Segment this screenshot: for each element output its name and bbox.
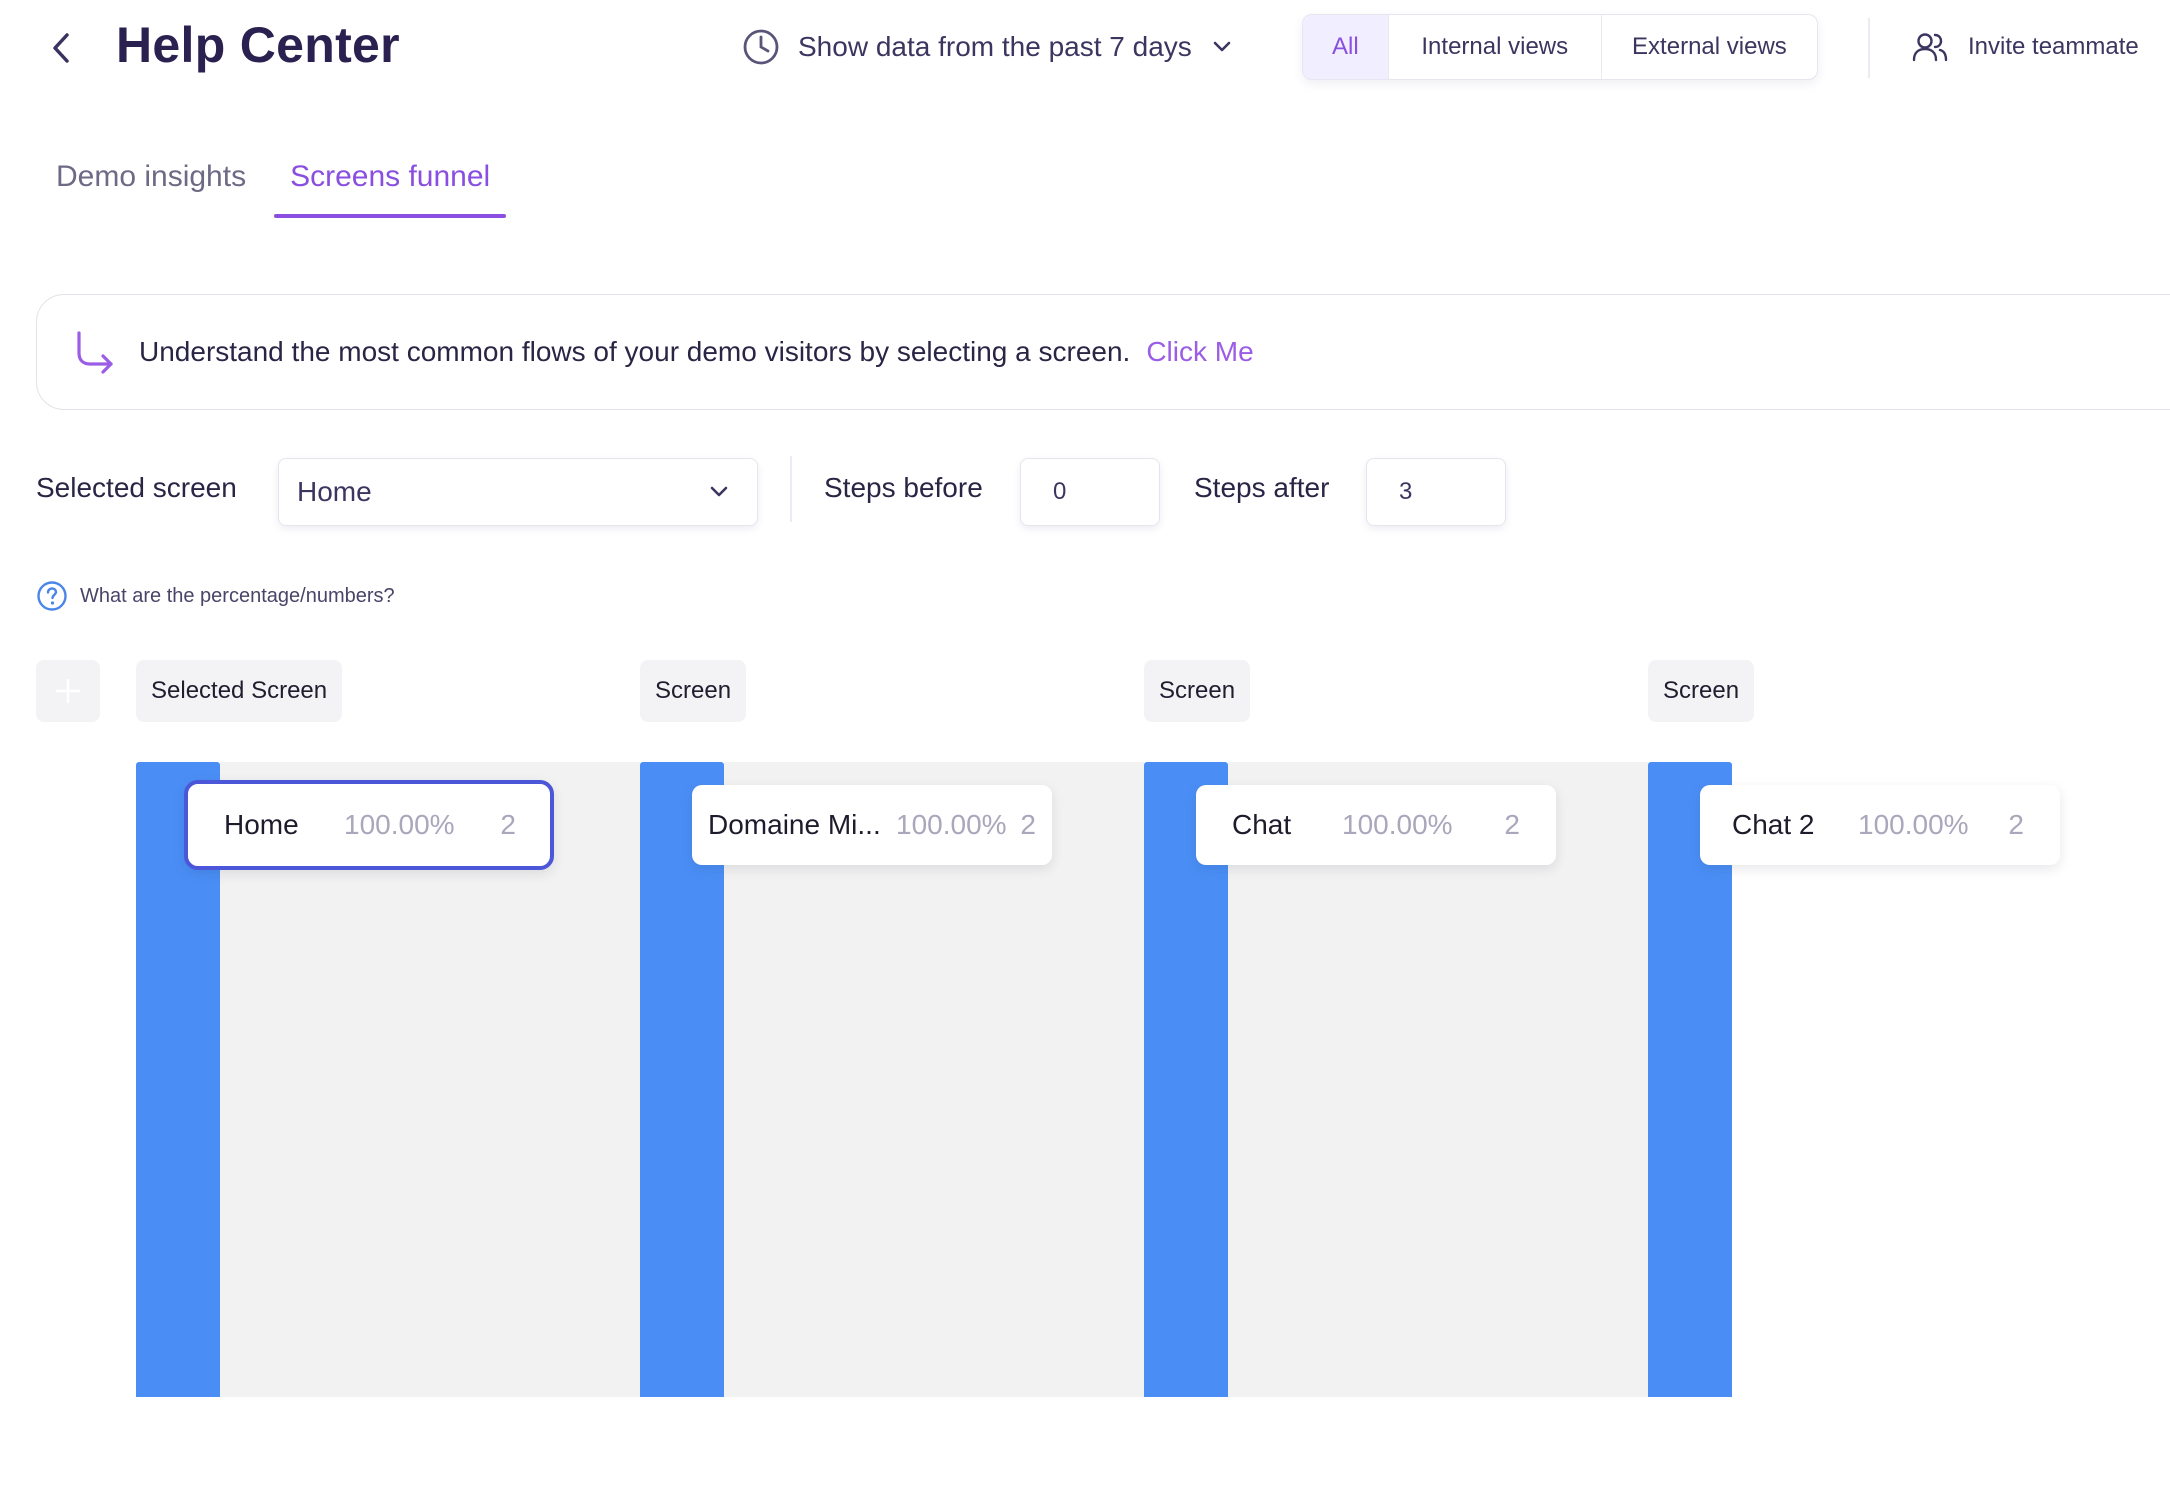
screen-node-count: 2	[1504, 809, 1520, 840]
screen-node-percent: 100.00%	[344, 809, 455, 840]
screen-node-count: 2	[1020, 809, 1036, 840]
back-button[interactable]	[38, 22, 84, 74]
screen-node-name: Domaine Mi...	[708, 809, 881, 840]
column-header-selected: Selected Screen	[136, 660, 343, 722]
view-option-internal[interactable]: Internal views	[1389, 15, 1602, 79]
clock-icon	[743, 29, 779, 65]
flow-band	[724, 762, 1144, 1397]
screen-node-percent: 100.00%	[1858, 809, 1969, 840]
users-icon	[1912, 33, 1948, 62]
header-divider	[1868, 18, 1870, 78]
funnel-bar	[640, 762, 724, 1397]
column-header-step-3: Screen	[1648, 660, 1755, 722]
screen-node-name: Chat 2	[1732, 809, 1815, 840]
view-filter-toggle: All Internal views External views	[1302, 14, 1818, 80]
plus-icon	[55, 678, 81, 704]
screen-node-selected[interactable]: Home 100.00% 2	[184, 780, 554, 870]
chevron-left-icon	[53, 33, 69, 63]
tab-screens-funnel[interactable]: Screens funnel	[274, 148, 507, 218]
tab-bar: Demo insights Screens funnel	[40, 148, 507, 220]
steps-after-label: Steps after	[1194, 472, 1330, 503]
curved-arrow-icon	[77, 331, 113, 374]
column-header-step-1: Screen	[640, 660, 747, 722]
steps-before-label: Steps before	[824, 472, 983, 503]
banner-click-me-link[interactable]: Click Me	[1146, 336, 1254, 367]
page-title: Help Center	[116, 17, 400, 73]
question-circle-icon	[37, 581, 67, 611]
screen-node-name: Chat	[1232, 809, 1292, 840]
flow-band	[1228, 762, 1648, 1397]
add-step-before-button[interactable]	[36, 660, 100, 722]
info-banner: Understand the most common flows of your…	[36, 294, 2170, 410]
view-option-external[interactable]: External views	[1632, 33, 1787, 60]
invite-teammate-label: Invite teammate	[1968, 33, 2139, 60]
steps-after-input[interactable]	[1366, 458, 1506, 526]
date-range-dropdown[interactable]: Show data from the past 7 days	[742, 22, 1234, 72]
screen-node[interactable]: Domaine Mi... 100.00% 2	[692, 785, 1052, 865]
selected-screen-label: Selected screen	[36, 472, 237, 503]
date-range-label: Show data from the past 7 days	[798, 31, 1192, 62]
funnel-bar	[1144, 762, 1228, 1397]
funnel-bar	[1648, 762, 1732, 1397]
selected-screen-value: Home	[297, 476, 372, 507]
screen-node-count: 2	[2008, 809, 2024, 840]
screen-node[interactable]: Chat 2 100.00% 2	[1700, 785, 2060, 865]
screen-node-count: 2	[500, 809, 516, 840]
help-text: What are the percentage/numbers?	[80, 584, 395, 607]
screen-node[interactable]: Chat 100.00% 2	[1196, 785, 1556, 865]
screen-node-name: Home	[224, 809, 299, 840]
invite-teammate-button[interactable]: Invite teammate	[1912, 22, 2139, 72]
banner-text: Understand the most common flows of your…	[139, 336, 1131, 367]
column-header-step-2: Screen	[1144, 660, 1251, 722]
selected-screen-select[interactable]: Home	[278, 458, 758, 526]
tab-demo-insights[interactable]: Demo insights	[56, 160, 247, 193]
controls-divider	[790, 456, 792, 522]
screen-node-percent: 100.00%	[1342, 809, 1453, 840]
steps-before-input[interactable]	[1020, 458, 1160, 526]
help-link[interactable]: What are the percentage/numbers?	[36, 580, 395, 612]
screen-node-percent: 100.00%	[896, 809, 1007, 840]
view-option-all[interactable]: All	[1303, 15, 1389, 79]
chevron-down-icon	[1213, 41, 1231, 52]
chevron-down-icon	[710, 486, 728, 497]
